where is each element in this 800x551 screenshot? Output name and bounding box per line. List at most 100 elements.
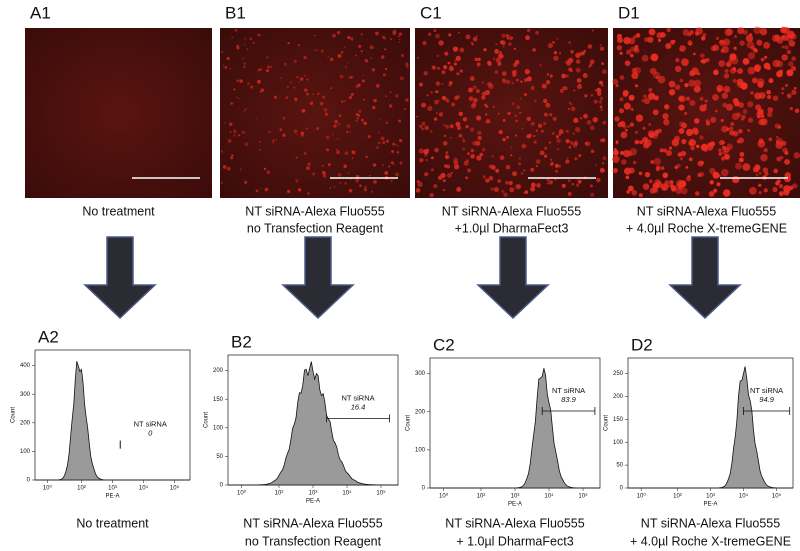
cell <box>601 69 607 75</box>
cell <box>763 147 768 153</box>
cell <box>336 150 340 155</box>
cell <box>789 107 793 111</box>
cell <box>550 158 553 161</box>
cell <box>530 167 535 172</box>
cell <box>664 180 669 185</box>
cell <box>502 45 505 48</box>
cell <box>555 135 559 139</box>
histogram-label: C2 <box>433 335 455 354</box>
cell <box>590 192 595 197</box>
cell <box>355 178 360 183</box>
cell <box>304 74 306 77</box>
cell <box>524 78 528 82</box>
cell <box>465 34 471 40</box>
cell <box>444 51 449 56</box>
cell <box>716 182 721 187</box>
cell <box>627 185 634 192</box>
cell <box>570 50 574 54</box>
plot-frame <box>627 357 794 489</box>
cell <box>430 91 433 94</box>
cell <box>734 35 738 39</box>
cell <box>348 188 353 193</box>
cell <box>356 117 359 120</box>
cell <box>312 93 315 96</box>
cell <box>668 146 673 150</box>
cell <box>491 155 494 158</box>
micrograph <box>25 28 212 198</box>
cell <box>488 175 494 181</box>
cell <box>257 79 261 84</box>
cell <box>475 140 481 146</box>
cell <box>775 135 779 139</box>
cell <box>477 57 481 62</box>
cell <box>753 48 759 53</box>
cell <box>578 154 582 158</box>
x-tick-label: 10⁵ <box>376 490 386 497</box>
cell <box>680 187 688 195</box>
x-axis-title: PE-A <box>306 499 320 505</box>
cell <box>601 84 604 87</box>
cell <box>590 149 595 154</box>
y-tick-label: 100 <box>415 447 426 453</box>
cell <box>490 187 494 191</box>
cell <box>243 62 246 65</box>
cell <box>634 44 639 49</box>
cell <box>265 69 270 73</box>
cell <box>749 187 757 195</box>
cell <box>638 171 643 176</box>
cell <box>719 39 726 47</box>
x-tick-label: 10³ <box>511 494 520 500</box>
cell <box>562 86 567 90</box>
cell <box>747 66 756 75</box>
cell <box>327 55 330 58</box>
cell <box>763 188 768 193</box>
cell <box>549 74 553 78</box>
cell <box>735 162 742 170</box>
y-tick-label: 300 <box>20 392 31 398</box>
cell <box>377 141 381 145</box>
cell <box>786 93 792 99</box>
cell <box>720 156 726 161</box>
cell <box>754 164 759 169</box>
cell <box>297 188 302 192</box>
cell <box>417 56 420 59</box>
cell <box>220 150 224 153</box>
cell <box>447 61 451 65</box>
cell <box>542 98 548 104</box>
cell <box>520 172 524 175</box>
cell <box>476 62 481 67</box>
cell <box>435 112 438 115</box>
cell <box>476 155 482 161</box>
y-tick-label: 100 <box>613 440 624 446</box>
cell <box>725 61 732 68</box>
x-tick-label: 10² <box>673 494 682 500</box>
cell <box>233 88 236 91</box>
cell <box>434 147 439 153</box>
cell <box>455 121 461 127</box>
cell <box>732 66 737 71</box>
cell <box>629 122 634 127</box>
cell <box>229 67 231 70</box>
cell <box>369 45 374 50</box>
cell <box>565 159 570 164</box>
cell <box>267 65 271 69</box>
cell <box>363 98 366 101</box>
cell <box>322 171 326 175</box>
cell <box>663 173 668 178</box>
cell <box>239 168 242 171</box>
cell <box>373 98 377 103</box>
cell <box>360 33 363 36</box>
cell <box>774 123 780 129</box>
cell <box>453 157 458 163</box>
cell <box>736 80 744 88</box>
cell <box>449 124 454 129</box>
cell <box>568 145 572 149</box>
cell <box>300 131 305 136</box>
cell <box>535 129 538 132</box>
cell <box>536 183 541 188</box>
cell <box>622 149 631 158</box>
cell <box>543 112 548 117</box>
cell <box>337 54 342 58</box>
cell <box>399 161 403 165</box>
cell <box>709 180 714 185</box>
